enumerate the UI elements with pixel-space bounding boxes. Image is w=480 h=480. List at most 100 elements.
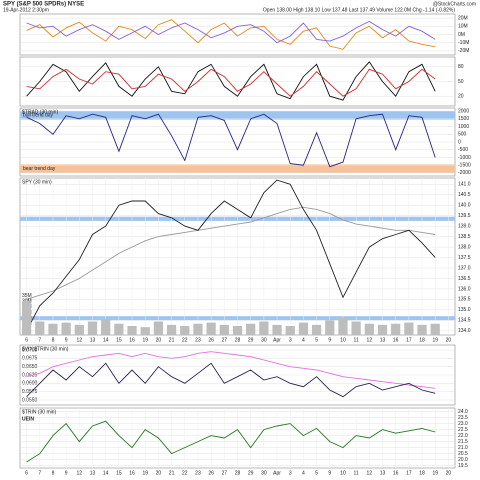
volume-bar	[206, 322, 216, 335]
x-tick-label: 10	[340, 470, 346, 476]
x-tick-label: 12	[77, 337, 83, 343]
series-line	[26, 362, 436, 398]
volume-bar	[61, 322, 71, 335]
volume-bar	[325, 320, 335, 335]
x-tick-label: 20	[446, 337, 452, 343]
y-tick-label: 135.0	[458, 307, 471, 313]
x-tick-label: 16	[129, 337, 135, 343]
series-line	[26, 206, 436, 300]
panel-title: $TRIN (30 min)	[22, 409, 57, 415]
x-tick-label: 6	[25, 470, 28, 476]
y-tick-label: 21.5	[458, 439, 468, 445]
x-tick-label: 18	[419, 470, 425, 476]
volume-bar	[180, 326, 190, 335]
x-tick-label: 17	[406, 470, 412, 476]
x-tick-label: 9	[328, 470, 331, 476]
x-tick-label: 17	[406, 337, 412, 343]
series-line	[26, 20, 436, 44]
volume-bar	[74, 324, 84, 335]
y-tick-label: 19.5	[458, 463, 468, 469]
y-tick-label: 134.5	[458, 318, 471, 324]
volume-bar	[35, 321, 45, 335]
x-tick-label: 4	[302, 337, 305, 343]
volume-bar	[140, 327, 150, 335]
x-tick-label: 15	[116, 337, 122, 343]
x-tick-label: 21	[169, 470, 175, 476]
y-tick-label: -1500	[458, 163, 471, 169]
panel-title: $VIX:$TRIN (30 min)	[22, 346, 69, 352]
x-tick-label: 29	[248, 470, 254, 476]
x-tick-label: 19	[432, 337, 438, 343]
x-tick-label: 20	[446, 470, 452, 476]
volume-bar	[246, 323, 256, 335]
y-tick-label: 140.0	[458, 203, 471, 209]
series-line	[26, 179, 436, 332]
x-tick-label: 6	[25, 337, 28, 343]
x-tick-label: 19	[142, 470, 148, 476]
y-tick-label: -500	[458, 147, 468, 153]
y-tick-label: 135.5	[458, 297, 471, 303]
legend-entry: UEIN	[22, 416, 34, 422]
x-tick-label: 19	[142, 337, 148, 343]
y-tick-label: 134.0	[458, 328, 471, 334]
y-tick-label: 23.0	[458, 421, 468, 427]
y-tick-label: 138.0	[458, 244, 471, 250]
volume-bar	[272, 324, 282, 335]
x-tick-label: 11	[354, 470, 359, 476]
series-line	[26, 113, 436, 168]
y-tick-label: 24.0	[458, 409, 468, 415]
volume-bar	[232, 326, 243, 335]
band-label: bear trend day	[23, 166, 56, 172]
symbol: SPY (S&P 500 SPDRs) NYSE	[3, 2, 84, 8]
x-tick-label: 12	[367, 470, 373, 476]
y-tick-label: 20M	[458, 15, 468, 21]
volume-bar	[364, 323, 374, 335]
x-tick-label: Apr	[273, 337, 281, 343]
band	[20, 164, 455, 173]
x-tick-label: 30	[261, 337, 267, 343]
y-tick-label: 50	[458, 79, 464, 85]
x-tick-label: 30	[261, 470, 267, 476]
x-tick-label: 9	[65, 470, 68, 476]
x-tick-label: 15	[116, 470, 122, 476]
x-tick-label: 27	[222, 337, 228, 343]
x-tick-label: 7	[38, 470, 41, 476]
y-tick-label: 137.0	[458, 265, 471, 271]
x-tick-label: 28	[235, 470, 241, 476]
volume-bar	[377, 324, 388, 335]
volume-bar	[338, 318, 348, 335]
x-tick-label: 18	[419, 337, 425, 343]
volume-bar	[153, 321, 164, 335]
volume-bar	[311, 324, 322, 335]
y-tick-label: 10M	[458, 24, 468, 30]
volume-bar	[21, 301, 32, 335]
x-tick-label: 23	[195, 337, 201, 343]
y-tick-label: 141.0	[458, 182, 471, 188]
date: 19-Apr-2012 2:30pm	[3, 7, 49, 13]
x-tick-label: 29	[248, 337, 254, 343]
x-tick-label: 9	[65, 337, 68, 343]
x-tick-label: 3	[289, 470, 292, 476]
series-line	[26, 61, 436, 101]
x-tick-label: 13	[380, 337, 386, 343]
y-tick-label: 20.5	[458, 451, 468, 457]
volume-bar	[391, 323, 401, 335]
y-tick-label: 0.0550	[22, 397, 38, 403]
x-tick-label: 13	[90, 337, 96, 343]
y-tick-label: 136.5	[458, 276, 471, 282]
y-tick-label: 1000	[458, 124, 469, 130]
x-tick-label: 16	[129, 470, 135, 476]
volume-bar	[193, 323, 203, 335]
volume-bar	[351, 321, 361, 335]
x-tick-label: 5	[315, 337, 318, 343]
y-tick-label: 23.5	[458, 415, 468, 421]
x-tick-label: 3	[289, 337, 292, 343]
x-tick-label: 11	[354, 337, 359, 343]
volume-bar	[166, 324, 177, 335]
y-tick-label: 0.0675	[22, 356, 38, 362]
y-tick-label: -20M	[458, 48, 469, 54]
x-tick-label: 14	[103, 470, 109, 476]
x-tick-label: Apr	[273, 470, 281, 476]
series-line	[26, 68, 436, 97]
